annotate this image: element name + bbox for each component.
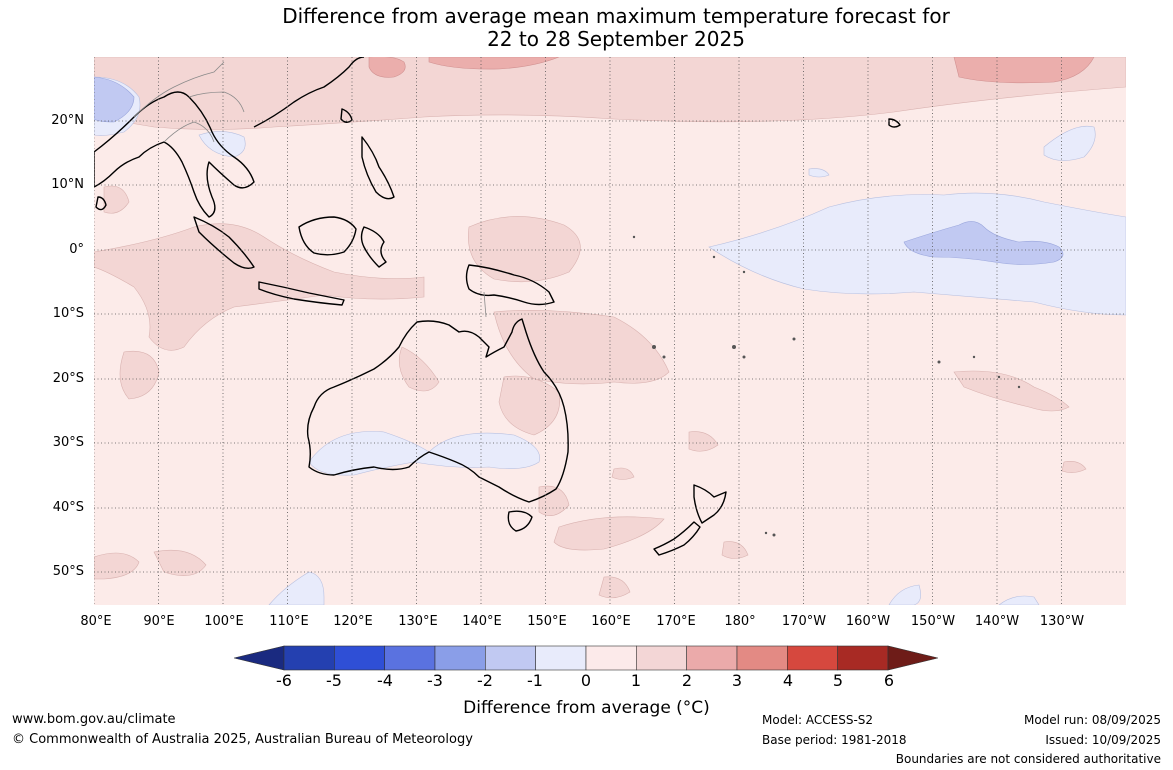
new-guinea-coastline <box>465 264 555 306</box>
colorbar-extend-high <box>887 645 938 671</box>
coastlines <box>94 57 901 556</box>
colorbar-segment <box>535 645 587 671</box>
lon-label-180: 180° <box>724 614 756 629</box>
issued-text: Issued: 10/09/2025 <box>1045 733 1161 747</box>
lon-label-160w: 160°W <box>845 614 891 629</box>
lat-label-50s: 50°S <box>52 564 84 579</box>
tasmania-coastline <box>507 510 533 532</box>
east-asia-coastline <box>253 57 365 128</box>
asia-mainland-coastline <box>94 91 255 218</box>
base-period-text: Base period: 1981-2018 <box>762 733 907 747</box>
lon-label-110e: 110°E <box>269 614 309 629</box>
philippines-coastline <box>361 136 395 200</box>
colorbar-segment <box>283 645 335 671</box>
colorbar-tick-minus4: -4 <box>377 671 393 690</box>
lat-label-20s: 20°S <box>52 371 84 386</box>
boundaries-disclaimer: Boundaries are not considered authoritat… <box>895 752 1161 766</box>
colorbar-segment <box>485 645 536 671</box>
website-text: www.bom.gov.au/climate <box>12 712 176 727</box>
map-title-line-1: Difference from average mean maximum tem… <box>282 4 950 28</box>
sri-lanka-coastline <box>95 196 107 211</box>
new-zealand-south-island <box>653 521 701 556</box>
lat-label-10n: 10°N <box>51 177 84 192</box>
australia-coastline <box>306 318 569 503</box>
borneo-coastline <box>298 216 357 256</box>
colorbar-extend-low <box>234 645 285 671</box>
lon-label-130e: 130°E <box>398 614 438 629</box>
sulawesi-coastline <box>360 226 387 268</box>
lon-label-80e: 80°E <box>80 614 112 629</box>
strong-cool-anomaly-regions <box>94 76 1064 265</box>
java-coastline <box>258 281 345 306</box>
strong-warm-anomaly-regions <box>368 57 1095 84</box>
colorbar-tick-4: 4 <box>782 671 794 690</box>
lon-label-90e: 90°E <box>143 614 175 629</box>
model-run-text: Model run: 08/09/2025 <box>1023 713 1161 727</box>
map-title-line-2: 22 to 28 September 2025 <box>487 27 745 51</box>
colorbar-segment <box>434 645 486 671</box>
lat-label-40s: 40°S <box>52 500 84 515</box>
colorbar-tick-minus6: -6 <box>276 671 292 690</box>
colorbar-tick-minus3: -3 <box>427 671 443 690</box>
colorbar-segment <box>585 645 637 671</box>
hawaii-coastline <box>888 118 901 128</box>
temperature-anomaly-map <box>94 57 1126 605</box>
lon-label-120e: 120°E <box>333 614 373 629</box>
colorbar-tick-5: 5 <box>832 671 844 690</box>
lat-label-20n: 20°N <box>51 113 84 128</box>
colorbar-segment <box>837 645 889 671</box>
colorbar-tick-3: 3 <box>731 671 743 690</box>
colorbar-tick-0: 0 <box>580 671 592 690</box>
colorbar-segment <box>787 645 838 671</box>
lon-label-150w: 150°W <box>910 614 956 629</box>
lon-label-160e: 160°E <box>591 614 631 629</box>
colorbar-label: Difference from average (°C) <box>463 698 710 718</box>
model-text: Model: ACCESS-S2 <box>762 713 874 727</box>
colorbar-tick-6: 6 <box>883 671 895 690</box>
colorbar-segment <box>384 645 436 671</box>
colorbar-tick-2: 2 <box>681 671 693 690</box>
colorbar-tick-minus1: -1 <box>527 671 543 690</box>
colorbar-segment <box>334 645 385 671</box>
lon-label-140w: 140°W <box>974 614 1020 629</box>
lat-label-30s: 30°S <box>52 435 84 450</box>
lat-label-0: 0° <box>69 242 84 257</box>
colorbar-tick-minus2: -2 <box>477 671 493 690</box>
pacific-islands <box>632 235 1021 537</box>
colorbar-segment <box>686 645 738 671</box>
country-borders <box>133 61 487 318</box>
lon-label-150e: 150°E <box>527 614 567 629</box>
lat-label-10s: 10°S <box>52 306 84 321</box>
lon-label-100e: 100°E <box>204 614 244 629</box>
copyright-text: © Commonwealth of Australia 2025, Austra… <box>12 732 473 747</box>
new-zealand-north-island <box>693 484 727 524</box>
colorbar-tick-minus5: -5 <box>326 671 342 690</box>
colorbar-tick-1: 1 <box>630 671 642 690</box>
lon-label-130w: 130°W <box>1039 614 1085 629</box>
lon-label-170e: 170°E <box>656 614 696 629</box>
colorbar-segment <box>636 645 687 671</box>
colorbar-segment <box>736 645 788 671</box>
sumatra-coastline <box>193 216 255 270</box>
colorbar <box>234 645 938 671</box>
lon-label-170w: 170°W <box>781 614 827 629</box>
lat-lon-grid <box>94 57 1126 605</box>
lon-label-140e: 140°E <box>462 614 502 629</box>
